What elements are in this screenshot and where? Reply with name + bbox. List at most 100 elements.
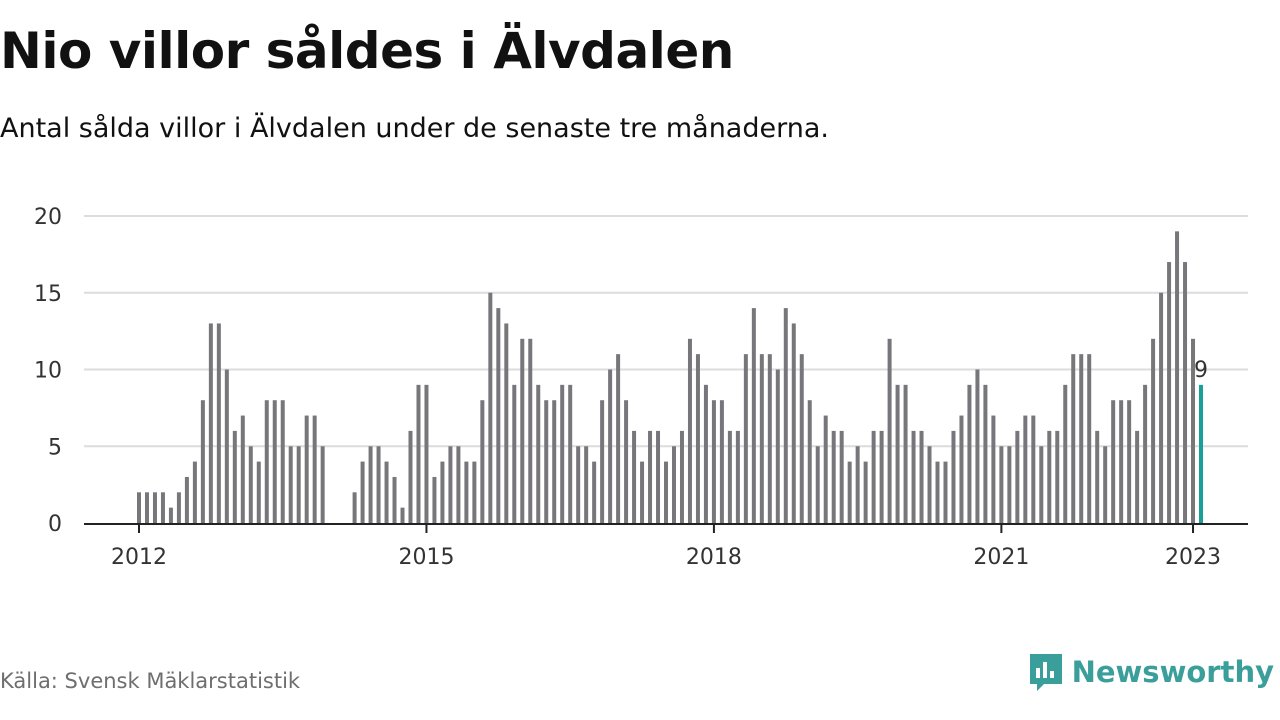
bar bbox=[448, 446, 453, 523]
bar bbox=[831, 430, 836, 523]
y-tick-label: 5 bbox=[48, 435, 62, 460]
bar bbox=[959, 415, 964, 523]
bar-chart: 0 5 10 15 20 9 2012 2015 2018 2021 2023 bbox=[34, 205, 1248, 570]
bar bbox=[799, 354, 804, 523]
bars: 9 bbox=[137, 231, 1208, 523]
y-tick-label: 10 bbox=[34, 359, 62, 384]
chart-subtitle: Antal sålda villor i Älvdalen under de s… bbox=[0, 113, 829, 144]
bar bbox=[376, 446, 381, 523]
bar bbox=[137, 492, 141, 523]
bar bbox=[943, 461, 948, 523]
bar bbox=[608, 369, 613, 523]
bar bbox=[671, 446, 676, 523]
bar bbox=[192, 461, 197, 523]
bar bbox=[751, 308, 756, 523]
bar bbox=[1095, 430, 1100, 523]
bar bbox=[775, 369, 780, 523]
bar bbox=[719, 400, 724, 523]
bar bbox=[1063, 384, 1068, 523]
bar bbox=[703, 384, 708, 523]
bar bbox=[144, 492, 149, 523]
bar bbox=[727, 430, 732, 523]
bar bbox=[1071, 354, 1076, 523]
bar bbox=[807, 400, 812, 523]
bar bbox=[240, 415, 245, 523]
x-tick-label: 2021 bbox=[973, 545, 1029, 570]
bar bbox=[632, 430, 637, 523]
bar bbox=[504, 323, 509, 523]
bar-latest bbox=[1199, 384, 1204, 523]
bar bbox=[264, 400, 269, 523]
bar bbox=[1039, 446, 1044, 523]
bar bbox=[616, 354, 621, 523]
bar bbox=[520, 338, 525, 523]
bar bbox=[184, 476, 189, 523]
bar bbox=[272, 400, 277, 523]
bar bbox=[248, 446, 253, 523]
bar bbox=[855, 446, 860, 523]
bar bbox=[1111, 400, 1116, 523]
bar bbox=[1183, 262, 1188, 523]
x-tick-label: 2015 bbox=[398, 545, 454, 570]
bar bbox=[1055, 430, 1060, 523]
bar bbox=[1047, 430, 1052, 523]
bar bbox=[679, 430, 684, 523]
bar bbox=[735, 430, 740, 523]
bar bbox=[648, 430, 653, 523]
x-axis: 2012 2015 2018 2021 2023 bbox=[84, 523, 1248, 570]
y-axis-labels: 0 5 10 15 20 bbox=[34, 205, 62, 537]
bar bbox=[584, 446, 589, 523]
bar bbox=[656, 430, 661, 523]
bar bbox=[600, 400, 605, 523]
bar bbox=[224, 369, 229, 523]
bar bbox=[1143, 384, 1148, 523]
newsworthy-logo-icon bbox=[1029, 654, 1062, 691]
bar bbox=[568, 384, 573, 523]
bar bbox=[392, 476, 397, 523]
bar bbox=[1015, 430, 1020, 523]
bar bbox=[280, 400, 285, 523]
bar bbox=[576, 446, 581, 523]
bar bbox=[1167, 262, 1172, 523]
bar bbox=[560, 384, 565, 523]
bar bbox=[871, 430, 876, 523]
bar bbox=[480, 400, 485, 523]
bar bbox=[312, 415, 317, 523]
bar bbox=[408, 430, 413, 523]
bar bbox=[368, 446, 373, 523]
bar bbox=[999, 446, 1004, 523]
bar bbox=[1175, 231, 1180, 523]
y-tick-label: 20 bbox=[34, 205, 62, 230]
grid-lines bbox=[84, 215, 1248, 448]
brand-logo[interactable]: Newsworthy bbox=[1028, 652, 1274, 692]
bar bbox=[512, 384, 517, 523]
bar bbox=[304, 415, 309, 523]
bar bbox=[200, 400, 205, 523]
bar bbox=[975, 369, 980, 523]
bar bbox=[791, 323, 796, 523]
bar bbox=[544, 400, 549, 523]
brand-name: Newsworthy bbox=[1071, 655, 1274, 689]
bar bbox=[456, 446, 461, 523]
bar bbox=[464, 461, 469, 523]
bar bbox=[1103, 446, 1108, 523]
bar bbox=[759, 354, 764, 523]
bar bbox=[967, 384, 972, 523]
bar bbox=[847, 461, 852, 523]
bar bbox=[664, 461, 669, 523]
bar bbox=[823, 415, 828, 523]
bar bbox=[1079, 354, 1084, 523]
x-tick-label: 2023 bbox=[1165, 545, 1221, 570]
bar bbox=[839, 430, 844, 523]
bar bbox=[496, 308, 501, 523]
bar bbox=[384, 461, 389, 523]
bar bbox=[624, 400, 629, 523]
latest-value-label: 9 bbox=[1194, 358, 1208, 383]
y-tick-label: 15 bbox=[34, 282, 62, 307]
bar bbox=[360, 461, 365, 523]
bar bbox=[815, 446, 820, 523]
bar bbox=[935, 461, 940, 523]
bar bbox=[208, 323, 213, 523]
bar bbox=[711, 400, 716, 523]
bar bbox=[232, 430, 237, 523]
